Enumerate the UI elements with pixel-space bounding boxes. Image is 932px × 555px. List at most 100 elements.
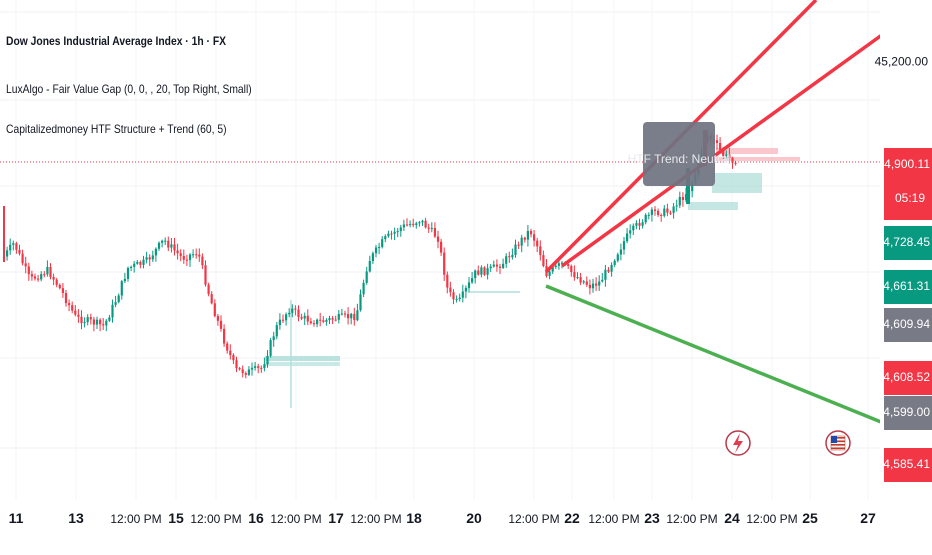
candle-body[interactable] xyxy=(520,237,523,246)
candle[interactable] xyxy=(167,236,170,252)
candle[interactable] xyxy=(86,314,89,326)
trend-line-middle[interactable] xyxy=(560,30,888,268)
candle-body[interactable] xyxy=(356,310,359,321)
candle[interactable] xyxy=(83,317,86,328)
candle[interactable] xyxy=(309,317,312,325)
candle-body[interactable] xyxy=(455,299,458,301)
candle[interactable] xyxy=(467,277,471,293)
candle-body[interactable] xyxy=(427,227,430,229)
candle[interactable] xyxy=(356,303,359,322)
candle[interactable] xyxy=(402,219,405,231)
candle[interactable] xyxy=(12,240,15,251)
candle[interactable] xyxy=(136,260,139,265)
candle[interactable] xyxy=(108,314,111,322)
candle[interactable] xyxy=(542,250,545,268)
candle[interactable] xyxy=(210,291,213,305)
candle[interactable] xyxy=(378,242,381,255)
candle-body[interactable] xyxy=(371,253,374,261)
candle[interactable] xyxy=(291,304,294,318)
candle[interactable] xyxy=(263,357,266,372)
candle[interactable] xyxy=(731,156,734,169)
candle-body[interactable] xyxy=(83,322,86,324)
candle-body[interactable] xyxy=(731,157,734,163)
candle-body[interactable] xyxy=(64,292,68,304)
candle[interactable] xyxy=(502,258,505,269)
candle[interactable] xyxy=(334,315,337,322)
candle[interactable] xyxy=(629,224,632,239)
candle-body[interactable] xyxy=(312,323,316,325)
candle[interactable] xyxy=(6,246,9,261)
candle[interactable] xyxy=(371,251,374,264)
candle-body[interactable] xyxy=(229,350,232,356)
candle[interactable] xyxy=(595,277,598,291)
candle[interactable] xyxy=(536,237,539,253)
candle-body[interactable] xyxy=(452,292,455,300)
candle[interactable] xyxy=(80,310,83,330)
candle[interactable] xyxy=(412,218,415,228)
candle[interactable] xyxy=(89,313,92,325)
candle[interactable] xyxy=(663,205,666,218)
candle[interactable] xyxy=(660,213,663,222)
candle-body[interactable] xyxy=(291,308,294,313)
candle[interactable] xyxy=(508,251,511,263)
candle-body[interactable] xyxy=(117,295,120,303)
candle-body[interactable] xyxy=(384,236,387,240)
candle-body[interactable] xyxy=(715,140,719,143)
candle[interactable] xyxy=(9,238,12,255)
candle[interactable] xyxy=(387,230,390,238)
candle-body[interactable] xyxy=(588,284,591,289)
candle-body[interactable] xyxy=(359,294,362,311)
candle-body[interactable] xyxy=(412,223,415,225)
candle-body[interactable] xyxy=(449,287,452,293)
candle-body[interactable] xyxy=(154,248,157,256)
candle[interactable] xyxy=(325,318,328,326)
candle[interactable] xyxy=(148,254,151,266)
candle[interactable] xyxy=(715,134,719,150)
candle[interactable] xyxy=(130,265,133,272)
candle[interactable] xyxy=(275,321,278,340)
candle[interactable] xyxy=(207,282,210,297)
candle-body[interactable] xyxy=(9,244,12,251)
candle-body[interactable] xyxy=(560,262,564,264)
candle[interactable] xyxy=(223,324,226,347)
candle-body[interactable] xyxy=(424,220,427,228)
candle-body[interactable] xyxy=(337,313,340,320)
candle-body[interactable] xyxy=(111,304,114,318)
candle-body[interactable] xyxy=(334,319,337,321)
candle-body[interactable] xyxy=(213,303,216,317)
candle[interactable] xyxy=(374,244,378,258)
candle[interactable] xyxy=(644,213,647,225)
candle-body[interactable] xyxy=(396,231,399,233)
candle[interactable] xyxy=(266,350,269,368)
candle[interactable] xyxy=(281,314,285,323)
candle-body[interactable] xyxy=(126,267,130,279)
candle-body[interactable] xyxy=(387,233,390,237)
candle-body[interactable] xyxy=(554,265,557,268)
candle-body[interactable] xyxy=(626,233,629,242)
candle[interactable] xyxy=(440,238,443,256)
candle-body[interactable] xyxy=(123,278,126,282)
candle-body[interactable] xyxy=(415,223,418,225)
candle[interactable] xyxy=(734,160,737,166)
candle-body[interactable] xyxy=(275,325,278,337)
candle[interactable] xyxy=(458,293,461,302)
candle-body[interactable] xyxy=(548,271,551,276)
candle[interactable] xyxy=(15,241,18,254)
candle[interactable] xyxy=(505,253,508,268)
candle-body[interactable] xyxy=(343,313,347,315)
candle-body[interactable] xyxy=(691,182,694,192)
candle[interactable] xyxy=(95,316,99,330)
candle[interactable] xyxy=(591,278,595,293)
candle-body[interactable] xyxy=(644,214,647,223)
candle-body[interactable] xyxy=(672,206,675,213)
candle-body[interactable] xyxy=(536,240,539,247)
candle-body[interactable] xyxy=(223,328,226,344)
candle[interactable] xyxy=(247,366,250,377)
candle[interactable] xyxy=(164,237,167,245)
candle[interactable] xyxy=(111,299,114,323)
candle-body[interactable] xyxy=(24,263,27,267)
candle[interactable] xyxy=(198,248,201,262)
candle[interactable] xyxy=(216,313,219,326)
candle-body[interactable] xyxy=(241,369,244,374)
candle[interactable] xyxy=(514,239,517,258)
